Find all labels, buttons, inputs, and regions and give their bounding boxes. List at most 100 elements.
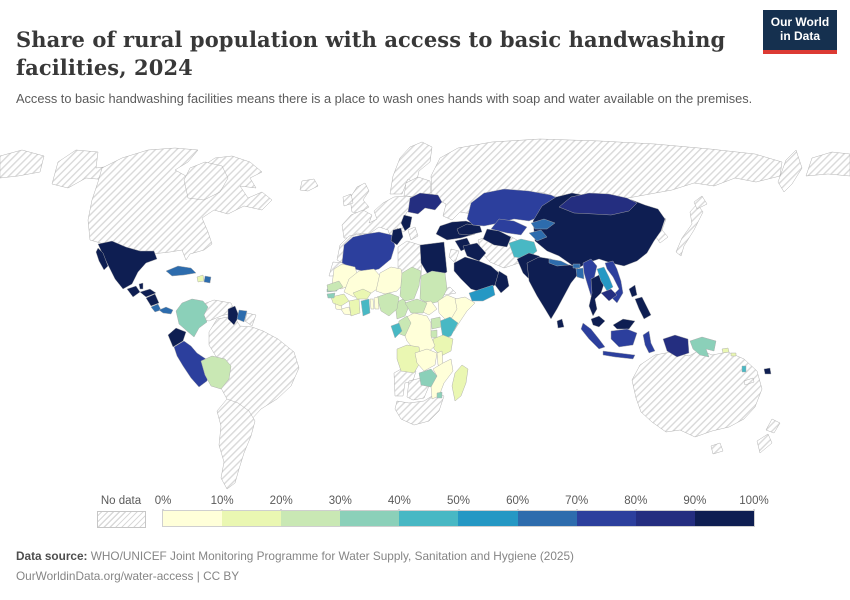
- legend-bin-swatch[interactable]: [340, 511, 400, 526]
- country-mongolia[interactable]: [558, 192, 638, 216]
- country-mexico[interactable]: [97, 240, 158, 290]
- country-honduras[interactable]: [139, 288, 157, 298]
- country-java[interactable]: [602, 350, 636, 360]
- country-senegal[interactable]: [326, 280, 344, 292]
- legend-bin-swatch[interactable]: [694, 511, 754, 526]
- legend-bin-swatch[interactable]: [576, 511, 636, 526]
- country-zimbabwe[interactable]: [418, 368, 438, 388]
- country-belize[interactable]: [138, 282, 144, 290]
- country-southern-south-america[interactable]: [216, 398, 256, 490]
- country-russia[interactable]: [0, 149, 45, 179]
- legend-bin-swatch[interactable]: [222, 511, 282, 526]
- country-borneo[interactable]: [610, 328, 638, 348]
- country-guatemala[interactable]: [126, 285, 141, 298]
- country-burkina-faso[interactable]: [352, 288, 372, 300]
- legend-bin-swatch[interactable]: [517, 511, 577, 526]
- country-angola[interactable]: [396, 344, 422, 374]
- country-niger[interactable]: [375, 266, 405, 295]
- country-philippines-luzon[interactable]: [628, 284, 638, 298]
- country-eswatini[interactable]: [436, 391, 443, 399]
- country-east-siberia[interactable]: [805, 151, 850, 177]
- country-tasmania[interactable]: [710, 442, 724, 455]
- country-haiti[interactable]: [196, 274, 205, 283]
- country-new-caledonia[interactable]: [743, 377, 755, 386]
- legend-bin-swatch[interactable]: [399, 511, 459, 526]
- country-turkmenistan[interactable]: [482, 228, 512, 248]
- country-bhutan[interactable]: [572, 263, 581, 269]
- country-iceland[interactable]: [299, 178, 319, 192]
- country-japan[interactable]: [675, 203, 704, 257]
- country-uzbekistan[interactable]: [490, 218, 528, 236]
- country-sulawesi[interactable]: [642, 330, 656, 354]
- country-cambodia[interactable]: [600, 288, 618, 302]
- country-solomon-islands-2[interactable]: [730, 352, 737, 357]
- country-yemen[interactable]: [468, 284, 496, 302]
- country-hokkaido[interactable]: [693, 195, 708, 210]
- country-sumatra[interactable]: [580, 322, 606, 350]
- country-ecuador[interactable]: [167, 327, 187, 348]
- country-west-papua[interactable]: [662, 334, 690, 358]
- country-ireland[interactable]: [342, 193, 354, 207]
- country-vanuatu[interactable]: [741, 365, 747, 373]
- legend-bin-swatch[interactable]: [163, 511, 223, 526]
- country-cote-divoire[interactable]: [348, 298, 361, 317]
- country-fiji[interactable]: [763, 367, 772, 375]
- country-colombia[interactable]: [175, 298, 209, 338]
- country-car[interactable]: [404, 298, 428, 314]
- country-kyrgyzstan[interactable]: [530, 218, 556, 230]
- country-guinea[interactable]: [330, 293, 350, 307]
- country-madagascar[interactable]: [451, 364, 469, 402]
- country-nepal[interactable]: [548, 258, 570, 267]
- country-scandinavia[interactable]: [389, 141, 433, 195]
- country-laos[interactable]: [596, 266, 614, 292]
- country-iraq[interactable]: [462, 242, 487, 262]
- country-ukraine[interactable]: [407, 192, 443, 215]
- legend-bin-swatch[interactable]: [281, 511, 341, 526]
- country-greenland[interactable]: [183, 161, 229, 201]
- legend-bin-swatch[interactable]: [635, 511, 695, 526]
- country-tajikistan[interactable]: [528, 229, 548, 242]
- country-tanzania[interactable]: [432, 334, 454, 357]
- country-guinea-bissau[interactable]: [326, 292, 336, 299]
- country-new-zealand-south[interactable]: [756, 433, 773, 454]
- country-sri-lanka[interactable]: [556, 318, 565, 329]
- owid-logo[interactable]: Our World in Data: [763, 10, 837, 54]
- country-solomon-islands[interactable]: [721, 347, 730, 354]
- country-oman[interactable]: [494, 270, 510, 294]
- legend-bin-swatch[interactable]: [458, 511, 518, 526]
- country-new-zealand-north[interactable]: [765, 418, 781, 434]
- country-india[interactable]: [526, 256, 580, 320]
- country-australia[interactable]: [631, 349, 763, 438]
- country-benin[interactable]: [373, 296, 380, 310]
- country-malaysia[interactable]: [590, 315, 606, 328]
- country-nigeria[interactable]: [376, 292, 400, 317]
- country-papua-new-guinea[interactable]: [689, 336, 717, 358]
- country-philippines-south[interactable]: [634, 296, 652, 320]
- country-cuba[interactable]: [165, 265, 197, 277]
- country-vietnam[interactable]: [604, 260, 624, 304]
- country-zambia[interactable]: [414, 348, 438, 372]
- country-dominican-republic[interactable]: [203, 275, 212, 284]
- country-baja[interactable]: [95, 247, 109, 271]
- country-bolivia[interactable]: [200, 355, 232, 390]
- country-tunisia[interactable]: [390, 227, 404, 246]
- country-guyana[interactable]: [227, 305, 240, 326]
- country-east-malaysia[interactable]: [612, 318, 636, 330]
- country-chad[interactable]: [399, 266, 422, 302]
- country-liberia[interactable]: [340, 306, 352, 316]
- country-french-guiana[interactable]: [244, 312, 257, 327]
- legend-no-data-swatch[interactable]: [97, 511, 146, 528]
- country-russia-main[interactable]: [430, 138, 783, 221]
- country-caucasus[interactable]: [456, 223, 483, 236]
- country-nicaragua[interactable]: [145, 293, 160, 307]
- country-greece[interactable]: [407, 226, 419, 241]
- country-gabon[interactable]: [390, 322, 403, 339]
- country-uganda[interactable]: [430, 316, 442, 330]
- country-south-africa[interactable]: [394, 392, 445, 426]
- country-ghana[interactable]: [360, 298, 371, 317]
- country-british-isles[interactable]: [349, 182, 370, 214]
- country-namibia[interactable]: [393, 367, 417, 397]
- country-balkans[interactable]: [400, 214, 413, 232]
- country-panama[interactable]: [158, 306, 174, 315]
- country-suriname[interactable]: [236, 309, 248, 323]
